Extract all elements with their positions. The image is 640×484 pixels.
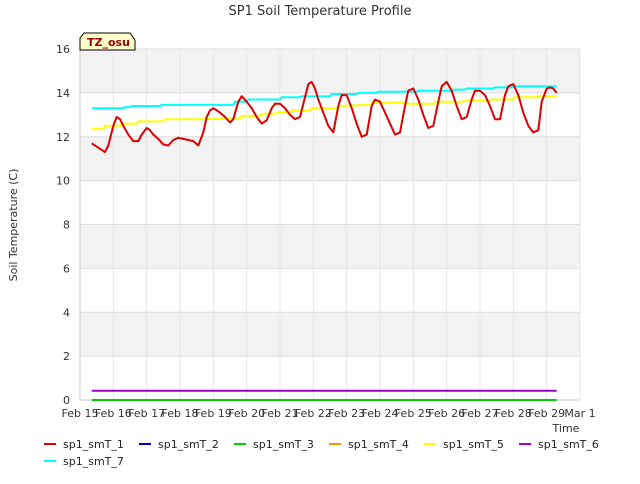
x-tick-label: Feb 19: [195, 407, 232, 420]
x-tick-label: Feb 28: [495, 407, 532, 420]
legend: sp1_smT_1 sp1_smT_2 sp1_smT_3 sp1_smT_4 sp1_…: [44, 438, 599, 468]
y-tick-labels: 0 2 4 6 8 10 12 14 16: [56, 43, 70, 407]
series-layer: [91, 80, 558, 401]
x-tick-label: Feb 20: [228, 407, 265, 420]
timezone-badge: TZ_osu: [79, 32, 136, 51]
x-tick-label: Feb 22: [295, 407, 332, 420]
y-axis-title: Soil Temperature (C): [7, 169, 20, 282]
legend-item-sp1_smT_4: sp1_smT_4: [329, 438, 409, 451]
x-tick-label: Feb 25: [395, 407, 432, 420]
x-tick-label: Feb 15: [62, 407, 99, 420]
legend-label: sp1_smT_2: [158, 438, 219, 451]
y-tick-label: 6: [63, 262, 70, 275]
legend-label: sp1_smT_6: [538, 438, 599, 451]
y-tick-label: 16: [56, 43, 70, 56]
grid-band: [80, 312, 580, 357]
x-tick-label: Feb 24: [362, 407, 399, 420]
legend-item-sp1_smT_6: sp1_smT_6: [519, 438, 599, 451]
grid-bands: [80, 49, 580, 400]
grid-band: [80, 136, 580, 181]
y-tick-label: 10: [56, 175, 70, 188]
x-tick-label: Feb 23: [328, 407, 365, 420]
y-tick-label: 12: [56, 131, 70, 144]
x-tick-label: Feb 21: [262, 407, 299, 420]
legend-label: sp1_smT_1: [63, 438, 124, 451]
x-tick-label: Feb 27: [462, 407, 499, 420]
legend-item-sp1_smT_2: sp1_smT_2: [139, 438, 219, 451]
x-tick-label: Feb 17: [128, 407, 165, 420]
legend-label: sp1_smT_7: [63, 455, 124, 468]
x-tick-label: Feb 29: [528, 407, 565, 420]
chart-title: SP1 Soil Temperature Profile: [229, 4, 412, 19]
y-tick-label: 0: [63, 394, 70, 407]
grid-band: [80, 49, 580, 93]
grid-band: [80, 268, 580, 313]
legend-item-sp1_smT_1: sp1_smT_1: [44, 438, 124, 451]
x-tick-label: Feb 26: [428, 407, 465, 420]
series-line-sp1_smT_1: [91, 80, 558, 154]
y-tick-label: 4: [63, 306, 70, 319]
legend-label: sp1_smT_3: [253, 438, 314, 451]
x-tick-label: Feb 16: [95, 407, 132, 420]
grid-band: [80, 356, 580, 400]
series-line-sp1_smT_7: [91, 85, 557, 110]
badge-shape: [79, 32, 136, 51]
legend-item-sp1_smT_5: sp1_smT_5: [424, 438, 504, 451]
y-tick-label: 14: [56, 87, 70, 100]
x-tick-label: Mar 1: [564, 407, 595, 420]
legend-item-sp1_smT_3: sp1_smT_3: [234, 438, 314, 451]
legend-label: sp1_smT_5: [443, 438, 504, 451]
y-tick-label: 2: [63, 350, 70, 363]
legend-label: sp1_smT_4: [348, 438, 409, 451]
grid-band: [80, 224, 580, 269]
x-tick-label: Feb 18: [162, 407, 199, 420]
grid-band: [80, 180, 580, 225]
badge-label: TZ_osu: [87, 36, 130, 49]
legend-item-sp1_smT_7: sp1_smT_7: [44, 455, 124, 468]
x-axis-title: Time: [552, 422, 580, 435]
y-tick-label: 8: [63, 219, 70, 232]
